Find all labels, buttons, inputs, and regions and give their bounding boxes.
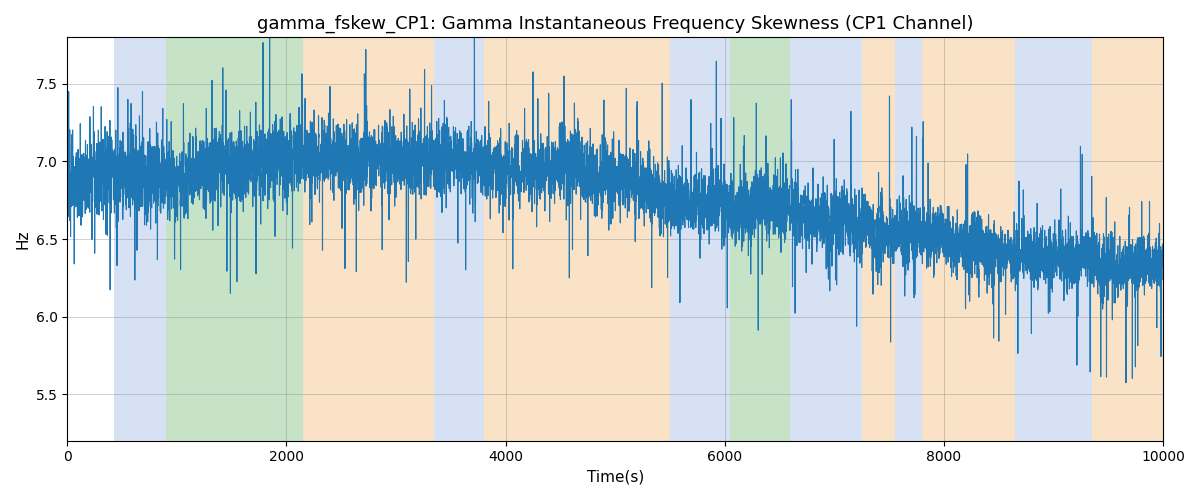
Bar	[166, 38, 302, 440]
X-axis label: Time(s): Time(s)	[587, 470, 643, 485]
Bar	[114, 38, 166, 440]
Bar	[434, 38, 484, 440]
Bar	[894, 38, 922, 440]
Bar	[922, 38, 1015, 440]
Bar	[302, 38, 434, 440]
Bar	[484, 38, 670, 440]
Bar	[862, 38, 894, 440]
Bar	[1015, 38, 1092, 440]
Title: gamma_fskew_CP1: Gamma Instantaneous Frequency Skewness (CP1 Channel): gamma_fskew_CP1: Gamma Instantaneous Fre…	[257, 15, 973, 34]
Bar	[791, 38, 862, 440]
Bar	[670, 38, 731, 440]
Bar	[731, 38, 791, 440]
Bar	[1092, 38, 1163, 440]
Y-axis label: Hz: Hz	[16, 230, 30, 249]
